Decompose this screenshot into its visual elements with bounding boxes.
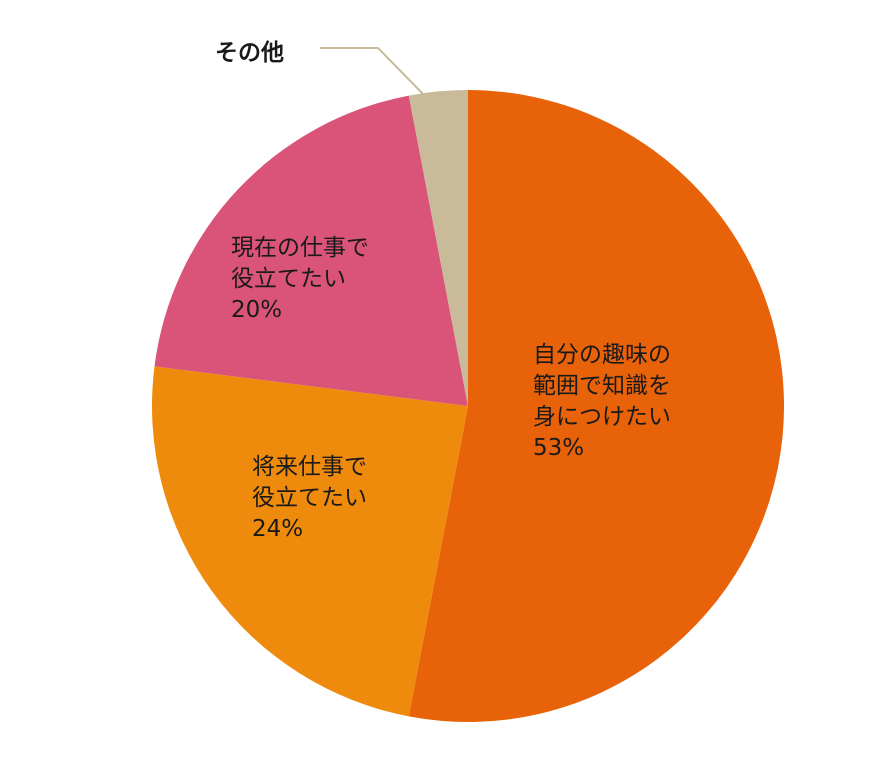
pie-slices	[151, 90, 785, 723]
slice-current-work	[154, 95, 469, 406]
pie-labels: 自分の趣味の範囲で知識を身につけたい 53%将来仕事で役立てたい 24%現在の仕事で…	[215, 40, 671, 542]
slice-future-work-label-line: 将来仕事で	[252, 454, 367, 480]
slice-other-label-line: その他	[215, 40, 284, 66]
slice-hobby-knowledge-label-line: 範囲で知識を	[533, 373, 671, 399]
other-leader-line	[320, 47, 427, 98]
slice-hobby-knowledge-label: 自分の趣味の範囲で知識を身につけたい 53%	[533, 342, 671, 461]
slice-future-work	[151, 366, 469, 717]
slice-current-work-label: 現在の仕事で役立てたい 20%	[231, 235, 369, 323]
slice-current-work-percent: 20%	[231, 297, 282, 323]
slice-future-work-label-line: 役立てたい	[252, 485, 367, 511]
slice-hobby-knowledge	[408, 90, 785, 723]
slice-hobby-knowledge-label-line: 自分の趣味の	[533, 342, 671, 368]
slice-future-work-percent: 24%	[252, 516, 303, 542]
slice-current-work-label-line: 役立てたい	[231, 266, 346, 292]
slice-hobby-knowledge-label-line: 身につけたい	[533, 404, 671, 430]
slice-current-work-label-line: 現在の仕事で	[231, 235, 369, 261]
slice-hobby-knowledge-percent: 53%	[533, 435, 584, 461]
slice-other	[408, 90, 468, 406]
slice-future-work-label: 将来仕事で役立てたい 24%	[252, 454, 367, 542]
slice-other-label: その他	[215, 40, 284, 66]
